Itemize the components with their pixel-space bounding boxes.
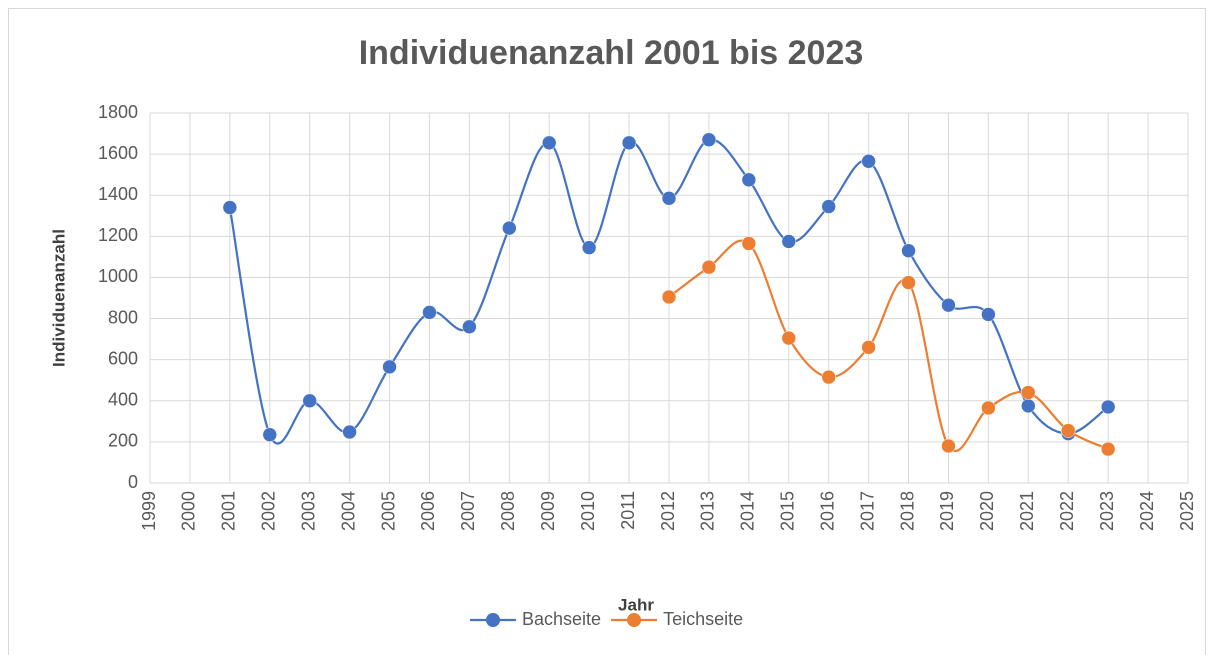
x-tick-label: 2001 — [219, 491, 239, 531]
x-tick-label: 2015 — [778, 491, 798, 531]
y-tick-label: 1000 — [98, 266, 138, 286]
data-point — [941, 438, 956, 454]
x-tick-label: 2007 — [458, 491, 478, 531]
data-point — [741, 172, 757, 188]
x-tick-label: 2013 — [698, 491, 718, 531]
data-point — [981, 400, 996, 416]
data-point — [502, 220, 517, 236]
data-point — [621, 135, 637, 151]
data-point — [701, 132, 717, 147]
x-tick-label: 2017 — [857, 491, 877, 531]
x-tick-label: 2014 — [738, 491, 758, 531]
legend-marker — [627, 613, 642, 627]
data-point — [821, 369, 836, 385]
data-point — [1021, 398, 1036, 414]
x-tick-label: 2019 — [937, 491, 957, 531]
x-axis-label: Jahr — [618, 595, 654, 614]
data-point — [861, 340, 876, 355]
legend-marker — [486, 613, 500, 627]
data-point — [781, 330, 797, 346]
data-point — [661, 191, 677, 206]
data-point — [1100, 399, 1116, 415]
y-tick-label: 1600 — [98, 143, 138, 163]
y-tick-label: 600 — [108, 348, 138, 368]
x-tick-label: 2023 — [1097, 491, 1117, 531]
data-point — [701, 259, 717, 275]
x-tick-label: 2016 — [817, 491, 837, 531]
x-tick-label: 2002 — [259, 491, 279, 531]
y-tick-label: 1400 — [98, 184, 138, 204]
x-tick-label: 1999 — [139, 491, 159, 531]
data-point — [222, 200, 238, 215]
legend-label: Bachseite — [522, 609, 601, 629]
data-point — [462, 319, 477, 335]
y-tick-label: 1800 — [98, 102, 138, 122]
x-tick-label: 2006 — [418, 491, 438, 531]
y-tick-label: 1200 — [98, 225, 138, 245]
x-tick-label: 2020 — [977, 491, 997, 531]
data-point — [741, 236, 757, 251]
data-point — [661, 289, 677, 305]
x-tick-label: 2012 — [658, 491, 678, 531]
data-point — [422, 305, 437, 320]
y-tick-label: 0 — [128, 472, 138, 492]
y-tick-label: 200 — [108, 431, 138, 451]
x-tick-label: 2010 — [578, 491, 598, 531]
x-tick-label: 2009 — [538, 491, 558, 531]
x-tick-label: 2025 — [1177, 491, 1197, 531]
data-point — [821, 199, 836, 214]
y-tick-label: 800 — [108, 307, 138, 327]
x-tick-label: 2000 — [179, 491, 199, 531]
data-point — [781, 234, 797, 249]
series-line — [668, 239, 1109, 453]
data-point — [941, 297, 956, 313]
data-point — [1021, 385, 1036, 400]
chart-title: Individuenanzahl 2001 bis 2023 — [359, 34, 864, 72]
data-point — [342, 424, 357, 440]
legend-label: Teichseite — [663, 609, 743, 629]
y-tick-label: 400 — [108, 390, 138, 410]
x-tick-label: 2021 — [1017, 491, 1037, 531]
data-point — [581, 240, 597, 255]
data-point — [861, 154, 876, 169]
data-point — [901, 275, 916, 290]
data-point — [262, 427, 278, 442]
data-point — [541, 135, 557, 151]
x-tick-label: 2022 — [1057, 491, 1077, 531]
x-tick-label: 2003 — [298, 491, 318, 531]
data-point — [1100, 441, 1116, 457]
x-tick-label: 2011 — [618, 491, 638, 530]
x-tick-label: 2005 — [378, 491, 398, 531]
chart-frame — [8, 8, 1206, 655]
data-point — [901, 243, 916, 258]
data-point — [382, 359, 397, 375]
data-point — [1060, 423, 1076, 438]
data-point — [302, 393, 317, 409]
data-point — [981, 307, 996, 322]
x-tick-label: 2004 — [338, 491, 358, 531]
x-tick-label: 2008 — [498, 491, 518, 531]
x-tick-label: 2018 — [897, 491, 917, 531]
x-tick-label: 2024 — [1137, 491, 1157, 531]
y-axis-label: Individuenanzahl — [49, 229, 68, 367]
